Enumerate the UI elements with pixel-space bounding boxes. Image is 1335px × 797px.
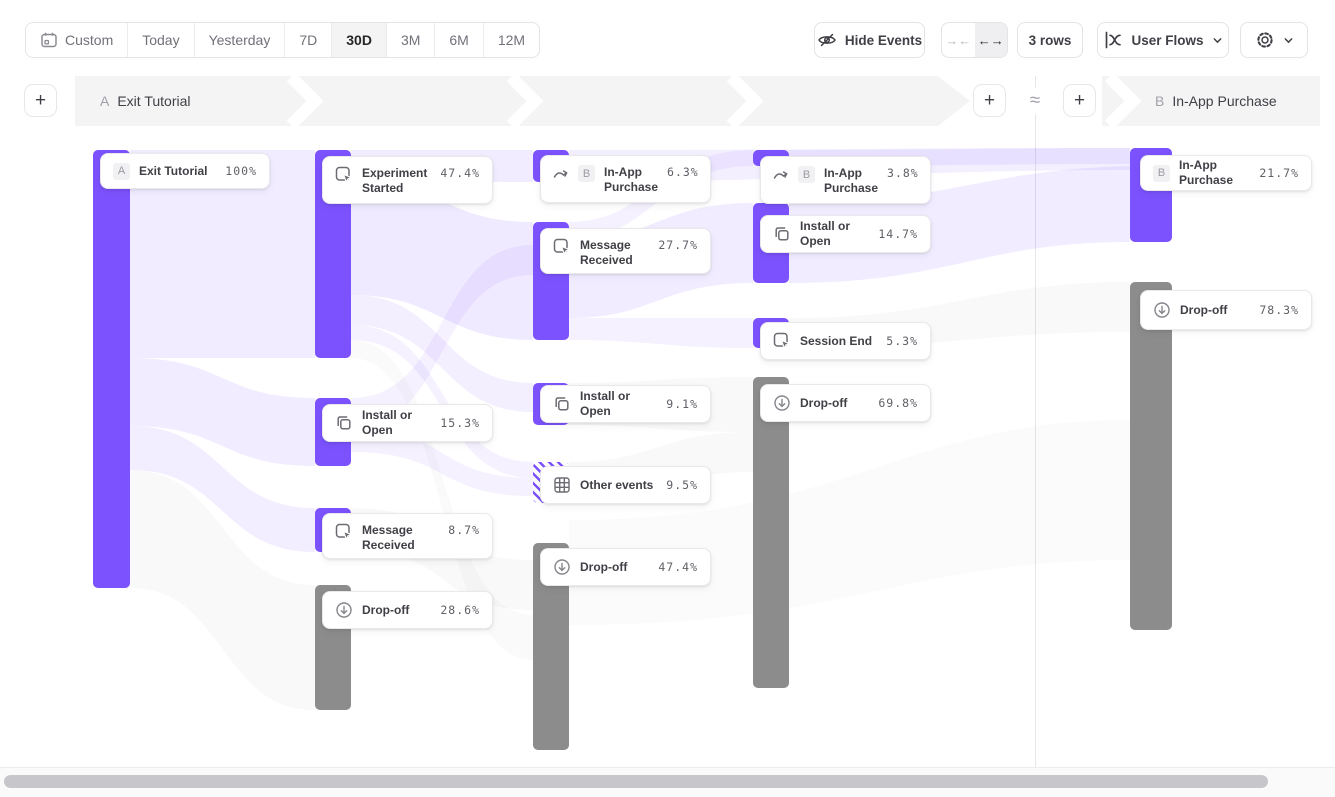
chevron-down-icon <box>1283 35 1294 46</box>
flow-node-message-received-3[interactable]: Message Received 27.7% <box>540 228 711 274</box>
grid-icon <box>553 476 571 494</box>
add-step-button-a-end[interactable]: + <box>973 84 1006 117</box>
horizontal-scrollbar-thumb[interactable] <box>4 775 1268 788</box>
flow-node-experiment-started[interactable]: Experiment Started 47.4% <box>322 156 493 204</box>
date-range-today[interactable]: Today <box>128 23 195 57</box>
band-chevron-separator <box>726 76 764 126</box>
event-b-badge: B <box>578 165 595 182</box>
date-range-yesterday[interactable]: Yesterday <box>195 23 286 57</box>
calendar-icon <box>40 31 58 49</box>
flow-node-message-received-2[interactable]: Message Received 8.7% <box>322 513 493 559</box>
flow-bar-dropoff-4[interactable] <box>753 377 789 688</box>
copy-squares-icon <box>553 395 571 413</box>
horizontal-scrollbar-track <box>0 767 1335 797</box>
circle-down-arrow-icon <box>553 558 571 576</box>
band-chevron-separator <box>506 76 544 126</box>
flow-node-inapp-purchase-b[interactable]: B In-App Purchase 21.7% <box>1140 155 1312 191</box>
event-b-badge: B <box>1153 164 1170 182</box>
flow-node-inapp-purchase-3[interactable]: B In-App Purchase 6.3% <box>540 155 711 203</box>
eye-off-icon <box>817 30 837 50</box>
circle-down-arrow-icon <box>1153 301 1171 319</box>
flow-node-exit-tutorial[interactable]: A Exit Tutorial 100% <box>100 153 270 189</box>
band-chevron-separator <box>1104 76 1142 126</box>
add-step-button-b-start[interactable]: + <box>1063 84 1096 117</box>
gear-icon <box>1255 30 1275 50</box>
flow-node-other-events-3[interactable]: Other events 9.5% <box>540 466 711 504</box>
settings-button[interactable] <box>1240 22 1308 58</box>
date-range-7d[interactable]: 7D <box>285 23 333 57</box>
curve-arrow-icon <box>773 166 789 184</box>
section-divider-line <box>1035 76 1036 776</box>
curve-arrow-icon <box>553 165 569 183</box>
chevron-down-icon <box>1212 35 1223 46</box>
flow-bar-exit-tutorial[interactable] <box>93 150 130 588</box>
band-a-label[interactable]: A Exit Tutorial <box>100 76 190 126</box>
band-a-title: Exit Tutorial <box>117 93 191 109</box>
date-range-6m[interactable]: 6M <box>435 23 484 57</box>
event-a-badge: A <box>113 162 130 180</box>
expand-columns-button[interactable]: ←→ <box>974 23 1007 57</box>
copy-squares-icon <box>773 225 791 243</box>
cursor-click-icon <box>335 523 353 541</box>
band-chevron-separator <box>286 76 324 126</box>
circle-down-arrow-icon <box>335 601 353 619</box>
flow-node-dropoff-4[interactable]: Drop-off 69.8% <box>760 384 931 422</box>
collapse-expand-toggle: →← ←→ <box>941 22 1008 58</box>
rows-label: 3 rows <box>1028 32 1072 48</box>
flow-node-install-or-open-2[interactable]: Install or Open 15.3% <box>322 404 493 442</box>
date-range-custom[interactable]: Custom <box>26 23 129 57</box>
event-b-badge: B <box>798 166 815 183</box>
flow-node-inapp-purchase-4[interactable]: B In-App Purchase 3.8% <box>760 156 931 204</box>
flow-node-dropoff-2[interactable]: Drop-off 28.6% <box>322 591 493 629</box>
copy-squares-icon <box>335 414 353 432</box>
add-step-button-left[interactable]: + <box>24 84 57 117</box>
view-selector-label: User Flows <box>1131 32 1204 48</box>
cursor-click-icon <box>773 332 791 350</box>
flow-bar-dropoff-b[interactable] <box>1130 282 1172 630</box>
cursor-click-icon <box>335 166 353 184</box>
rows-button[interactable]: 3 rows <box>1017 22 1083 58</box>
cursor-click-icon <box>553 238 571 256</box>
date-range-3m[interactable]: 3M <box>387 23 436 57</box>
date-range-selector: Custom Today Yesterday 7D 30D 3M 6M 12M <box>25 22 541 58</box>
collapse-columns-button[interactable]: →← <box>945 32 972 48</box>
flow-node-dropoff-b[interactable]: Drop-off 78.3% <box>1140 290 1312 330</box>
date-range-30d-selected[interactable]: 30D <box>332 23 387 57</box>
hide-events-button[interactable]: Hide Events <box>814 22 925 58</box>
flow-node-dropoff-3[interactable]: Drop-off 47.4% <box>540 548 711 586</box>
band-b-label[interactable]: B In-App Purchase <box>1155 76 1277 126</box>
view-selector-button[interactable]: User Flows <box>1097 22 1229 58</box>
circle-down-arrow-icon <box>773 394 791 412</box>
hide-events-label: Hide Events <box>844 32 923 48</box>
date-range-12m[interactable]: 12M <box>497 32 526 48</box>
user-flows-icon <box>1103 30 1123 50</box>
flow-node-install-or-open-4[interactable]: Install or Open 14.7% <box>760 215 931 253</box>
approx-symbol: ≈ <box>1022 88 1048 114</box>
band-b-letter: B <box>1155 93 1165 109</box>
date-range-label: Custom <box>65 32 114 48</box>
flow-node-install-or-open-3[interactable]: Install or Open 9.1% <box>540 385 711 423</box>
flow-node-session-end-4[interactable]: Session End 5.3% <box>760 322 931 360</box>
band-a-letter: A <box>100 93 110 109</box>
band-b-title: In-App Purchase <box>1172 93 1277 109</box>
